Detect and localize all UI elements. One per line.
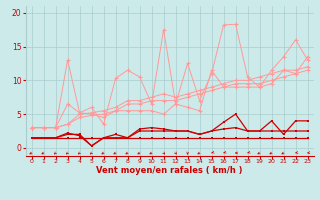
X-axis label: Vent moyen/en rafales ( km/h ): Vent moyen/en rafales ( km/h ) — [96, 166, 243, 175]
